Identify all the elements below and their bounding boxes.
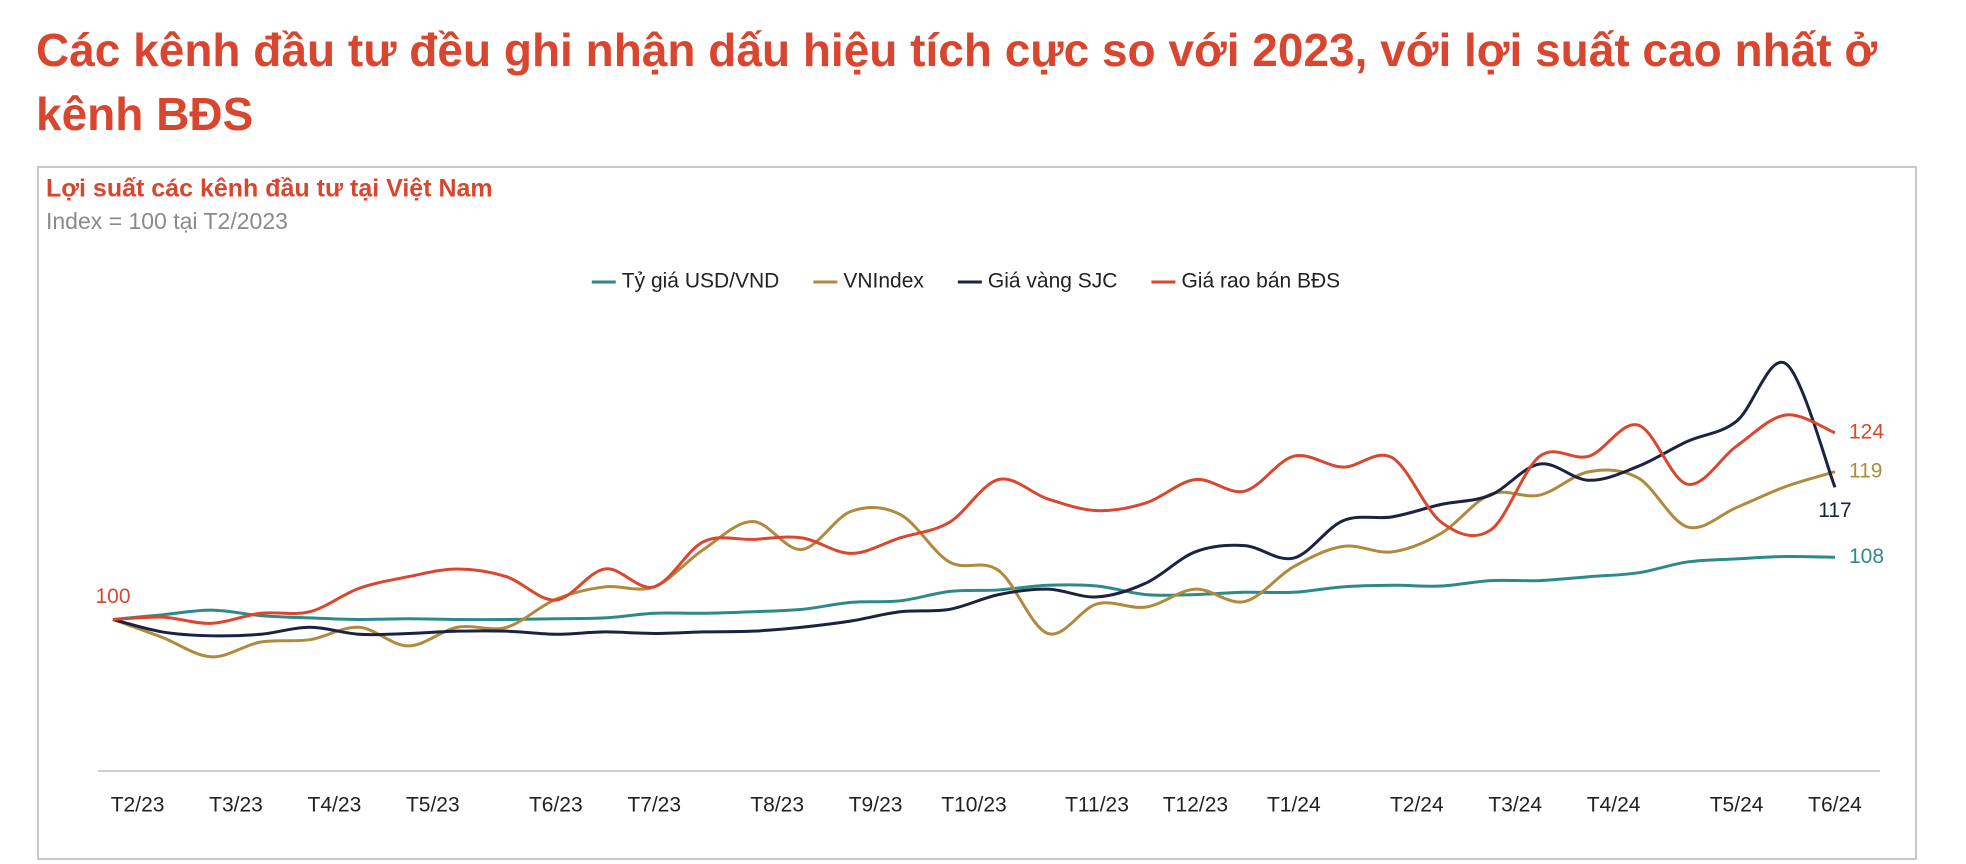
legend-label: Tỷ giá USD/VND	[622, 270, 780, 293]
series-line	[112, 413, 1836, 625]
value-label: 100	[95, 585, 130, 608]
x-tick-label: T4/24	[1587, 794, 1641, 817]
chart-title: Lợi suất các kênh đầu tư tại Việt Nam	[46, 175, 493, 203]
x-tick-label: T5/24	[1710, 794, 1764, 817]
x-tick-label: T7/23	[627, 794, 681, 817]
x-tick-label: T10/23	[941, 794, 1006, 817]
x-tick-label: T2/24	[1390, 794, 1444, 817]
x-tick-label: T3/23	[209, 794, 263, 817]
series-line	[112, 360, 1837, 638]
x-tick-label: T3/24	[1488, 794, 1542, 817]
x-tick-label: T4/23	[308, 794, 362, 817]
x-tick-label: T6/23	[529, 794, 583, 817]
value-label: 119	[1849, 459, 1882, 482]
value-label: 124	[1849, 420, 1884, 443]
legend-label: Giá rao bán BĐS	[1181, 270, 1340, 293]
x-tick-label: T11/23	[1065, 794, 1129, 817]
legend-label: Giá vàng SJC	[988, 270, 1118, 293]
value-label: 108	[1849, 545, 1884, 568]
x-tick-label: T9/23	[849, 794, 903, 817]
chart-card	[37, 166, 1917, 860]
page-title: Các kênh đầu tư đều ghi nhận dấu hiệu tí…	[36, 24, 1878, 140]
x-tick-label: T1/24	[1267, 794, 1321, 817]
series-line	[112, 468, 1836, 659]
x-tick-label: T6/24	[1808, 794, 1862, 817]
x-tick-label: T8/23	[750, 794, 804, 817]
chart-subtitle: Index = 100 tại T2/2023	[46, 208, 288, 234]
x-tick-label: T12/23	[1163, 794, 1228, 817]
legend-label: VNIndex	[843, 270, 924, 293]
x-tick-label: T2/23	[111, 794, 165, 817]
x-tick-label: T5/23	[406, 794, 460, 817]
series-line	[112, 554, 1836, 622]
value-label: 117	[1818, 499, 1851, 522]
